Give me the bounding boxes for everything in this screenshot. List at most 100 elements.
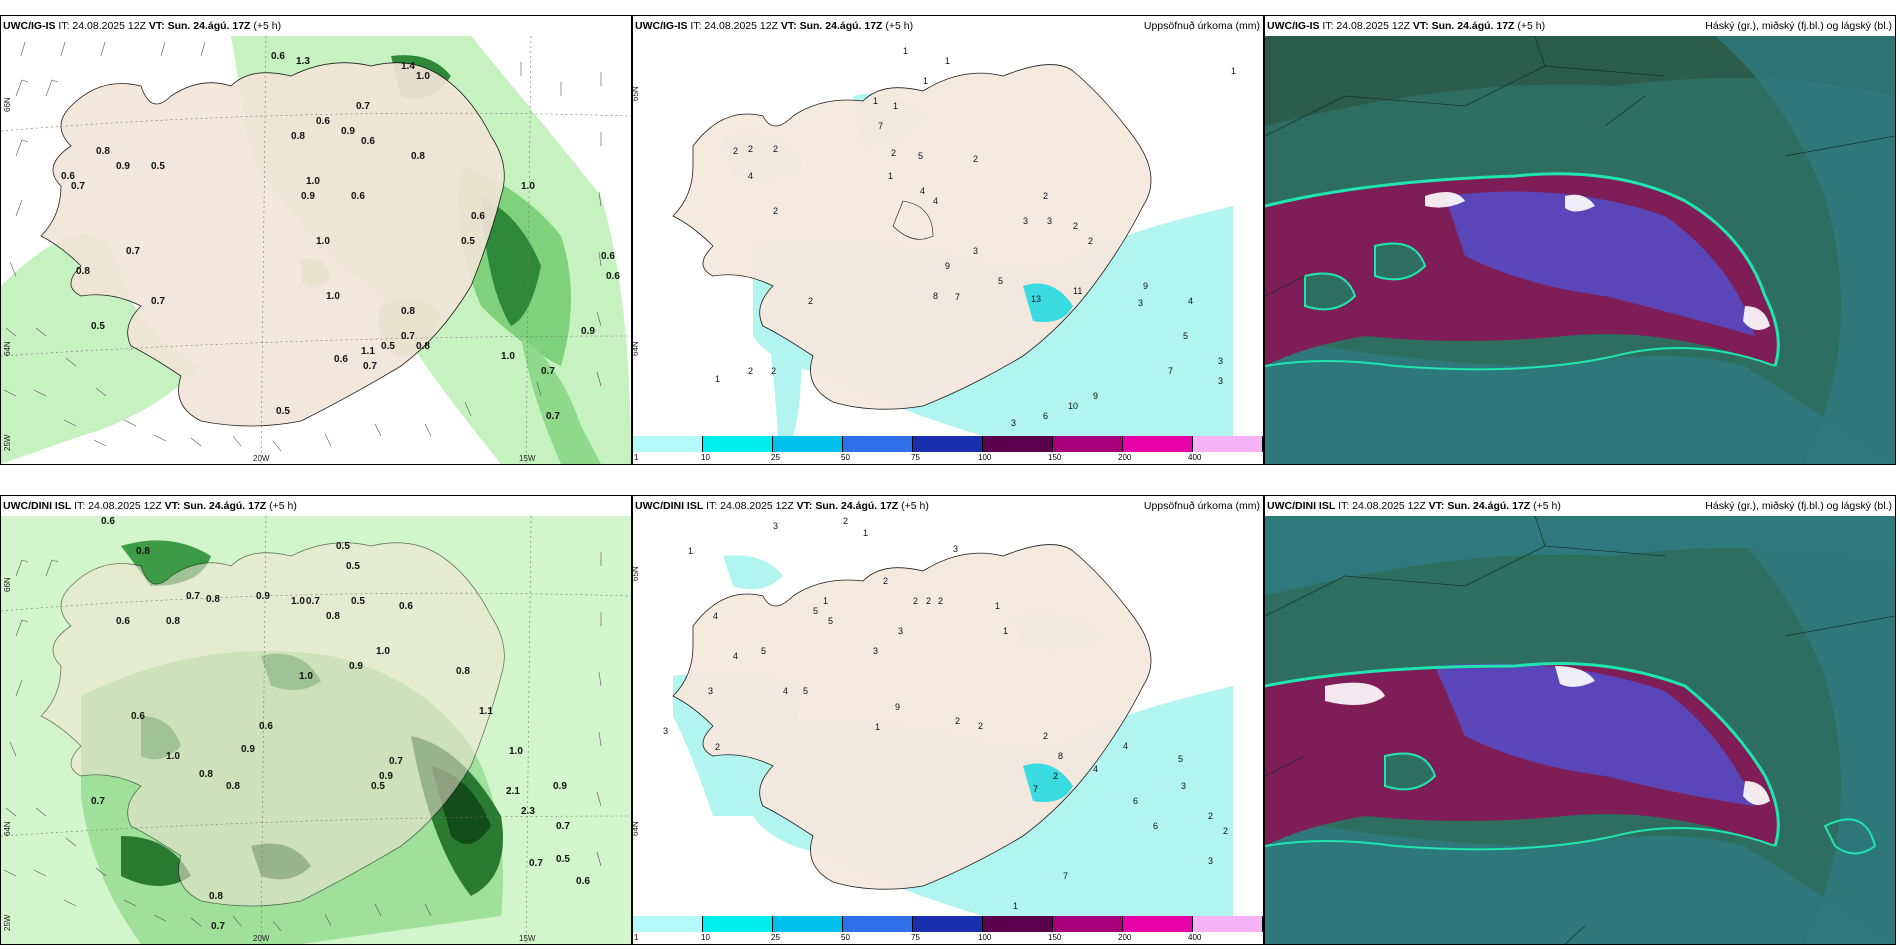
accum-value: 2 (748, 366, 754, 376)
accum-value: 3 (1047, 216, 1053, 226)
accum-value: 3 (708, 686, 714, 696)
iceland-land (40, 62, 505, 427)
map-area: 0.6 0.8 0.5 0.5 0.7 0.8 0.9 1.0 0.7 0.6 … (1, 516, 631, 944)
accum-value: 3 (1218, 376, 1224, 386)
model-name: UWC/IG-IS (3, 20, 56, 32)
accum-value: 1 (903, 46, 909, 56)
lead-time: (+5 h) (1517, 20, 1546, 32)
accum-value: 7 (1033, 784, 1039, 794)
valid-time-label: VT: (780, 20, 797, 32)
colorbar-swatch (1053, 436, 1123, 452)
accum-value: 5 (761, 646, 767, 656)
accum-value: 6 (1133, 796, 1139, 806)
precip-value: 0.9 (241, 744, 255, 755)
colorbar: 1 10 25 50 75 100 150 200 400 (633, 436, 1263, 464)
precip-value: 1.0 (501, 351, 515, 362)
colorbar-swatch (1053, 916, 1123, 932)
precip-value: 0.6 (259, 721, 273, 732)
colorbar-swatch (913, 916, 983, 932)
accum-value: 4 (733, 651, 739, 661)
accum-value: 8 (1058, 751, 1064, 761)
valid-time: Sun. 24.ágú. 17Z (183, 500, 267, 512)
colorbar-tick: 25 (771, 933, 780, 942)
precip-value: 0.7 (306, 596, 320, 607)
precip-value: 0.7 (401, 331, 415, 342)
accum-map-svg (633, 516, 1263, 916)
precip-value: 2.1 (506, 786, 520, 797)
precip-value: 0.6 (316, 116, 330, 127)
precip-value: 0.6 (351, 191, 365, 202)
accum-value: 1 (1013, 901, 1019, 911)
colorbar-tick: 75 (911, 933, 920, 942)
precip-value: 0.7 (529, 858, 543, 869)
init-time: IT: 24.08.2025 12Z (58, 20, 146, 32)
colorbar-tick: 50 (841, 453, 850, 462)
precip-value: 2.3 (521, 806, 535, 817)
precip-value: 0.8 (456, 666, 470, 677)
colorbar-tick: 100 (978, 453, 992, 462)
panel-header: UWC/DINI ISL IT: 24.08.2025 12Z VT: Sun.… (1265, 496, 1895, 516)
precip-value: 0.6 (601, 251, 615, 262)
accum-value: 7 (1168, 366, 1174, 376)
precip-value: 0.7 (126, 246, 140, 257)
accum-value: 7 (878, 121, 884, 131)
accum-value: 3 (1011, 418, 1017, 428)
colorbar-swatch (703, 436, 773, 452)
accum-value: 2 (773, 144, 779, 154)
accum-value: 8 (933, 291, 939, 301)
colorbar-swatch (1193, 916, 1263, 932)
precip-value: 0.8 (226, 781, 240, 792)
colorbar-tick: 75 (911, 453, 920, 462)
precip-value: 0.7 (356, 101, 370, 112)
panel-title: Uppsöfnuð úrkoma (mm) (1143, 500, 1260, 512)
lead-time: (+5 h) (885, 20, 914, 32)
precip-value: 1.0 (521, 181, 535, 192)
precip-value: 0.6 (131, 711, 145, 722)
map-area: 3 2 1 1 3 2 5 2 2 2 4 5 3 3 1 1 1 4 5 3 … (633, 516, 1263, 944)
precip-value: 0.6 (361, 136, 375, 147)
precip-value: 0.8 (209, 891, 223, 902)
accum-value: 7 (955, 292, 961, 302)
accum-value: 2 (715, 742, 721, 752)
precip-map-svg (1, 516, 631, 944)
accum-value: 1 (923, 76, 929, 86)
precip-value: 0.6 (101, 516, 115, 527)
precip-value: 0.9 (581, 326, 595, 337)
colorbar-swatch (1123, 916, 1193, 932)
panel-title: Háský (gr.), miðský (fj.bl.) og lágský (… (1705, 500, 1892, 512)
accum-value: 6 (1043, 411, 1049, 421)
precip-value: 0.9 (349, 661, 363, 672)
model-name: UWC/DINI ISL (1267, 500, 1336, 512)
init-time: IT: 24.08.2025 12Z (1322, 20, 1410, 32)
accum-value: 2 (1043, 731, 1049, 741)
map-area (1265, 36, 1895, 464)
precip-value: 0.7 (541, 366, 555, 377)
lat-label-65n: 65N (633, 86, 640, 101)
cloud-map-svg (1265, 516, 1895, 944)
accum-value: 4 (748, 171, 754, 181)
valid-time: Sun. 24.ágú. 17Z (1447, 500, 1531, 512)
colorbar-swatch (703, 916, 773, 932)
accum-value: 9 (895, 702, 901, 712)
accum-value: 1 (875, 722, 881, 732)
accum-value: 3 (873, 646, 879, 656)
accum-value: 2 (843, 516, 849, 526)
precip-value: 0.7 (186, 591, 200, 602)
precip-value: 1.1 (479, 706, 493, 717)
precip-value: 0.5 (556, 854, 570, 865)
accum-value: 4 (713, 611, 719, 621)
panel-dini-clouds: UWC/DINI ISL IT: 24.08.2025 12Z VT: Sun.… (1264, 495, 1896, 945)
precip-value: 0.7 (363, 361, 377, 372)
accum-value: 10 (1068, 401, 1079, 411)
colorbar-tick: 400 (1188, 933, 1202, 942)
accum-value: 9 (1093, 391, 1099, 401)
panel-dini-accum-precip: UWC/DINI ISL IT: 24.08.2025 12Z VT: Sun.… (632, 495, 1264, 945)
precip-value: 0.9 (256, 591, 270, 602)
precip-value: 0.8 (411, 151, 425, 162)
precip-value: 1.0 (376, 646, 390, 657)
accum-value: 3 (898, 626, 904, 636)
accum-value: 2 (1223, 826, 1229, 836)
model-name: UWC/IG-IS (635, 20, 688, 32)
panel-ig-is-clouds: UWC/IG-IS IT: 24.08.2025 12Z VT: Sun. 24… (1264, 15, 1896, 465)
precip-value: 0.9 (116, 161, 130, 172)
